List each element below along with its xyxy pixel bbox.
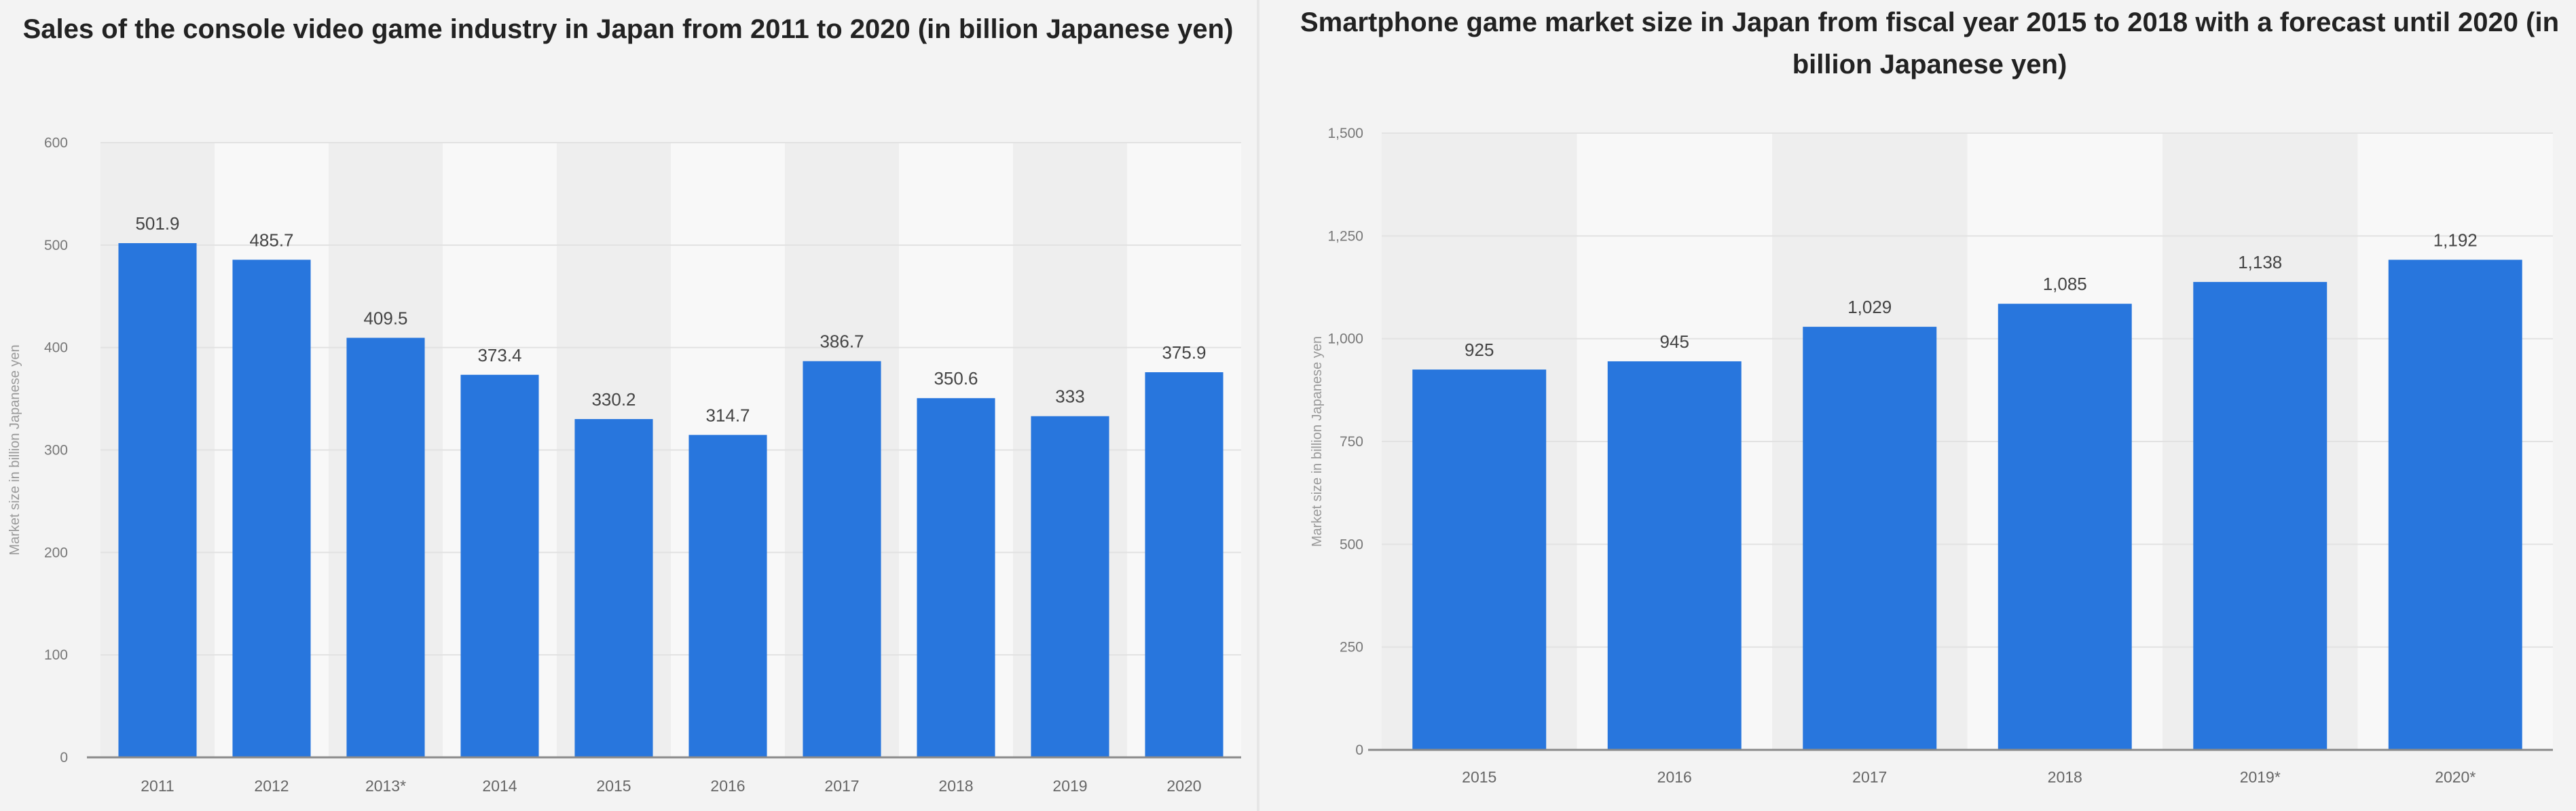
y-tick-label: 300 [44,443,68,458]
chart-panel-console-sales: Sales of the console video game industry… [0,0,1256,811]
x-tick-label: 2015 [1462,768,1496,786]
data-label: 485.7 [249,230,293,250]
y-tick-label: 0 [60,750,68,765]
y-tick-label: 750 [1340,434,1363,450]
bar [688,435,767,757]
bar-chart-console-sales: 0 100 200 300 400 500 600 Market size in billio… [7,135,1241,795]
x-tick-label: 2018 [938,777,973,795]
data-label: 350.6 [934,368,978,389]
bar [1607,361,1742,750]
y-tick-label: 500 [1340,537,1363,552]
data-label: 1,085 [2043,274,2087,294]
y-axis-label: Market size in billion Japanese yen [7,344,22,555]
data-label: 925 [1465,340,1494,360]
x-tick-label: 2011 [141,777,174,795]
bar [574,418,653,757]
bar [232,259,311,758]
data-label: 386.7 [820,331,864,352]
data-label: 373.4 [477,345,521,365]
x-tick-label: 2014 [482,777,517,795]
x-tick-label: 2020 [1166,777,1201,795]
data-label: 1,192 [2433,230,2478,250]
x-tick-label: 2019 [1052,777,1087,795]
x-tick-label: 2012 [254,777,289,795]
bar [917,398,995,757]
data-label: 314.7 [705,405,750,425]
bar [2388,259,2522,751]
y-tick-label: 100 [44,647,68,663]
y-tick-label: 0 [1355,742,1363,758]
data-label: 1,029 [1847,297,1892,317]
bar [1145,372,1223,757]
y-axis-label: Market size in billion Japanese yen [1310,336,1325,547]
y-tick-label: 250 [1340,640,1363,655]
bar [1998,304,2132,750]
y-tick-label: 1,000 [1327,331,1363,347]
data-label: 330.2 [591,389,636,410]
y-tick-label: 1,500 [1327,126,1363,141]
y-tick-label: 200 [44,545,68,560]
y-tick-label: 600 [44,135,68,151]
bar [346,338,425,757]
y-tick-label: 400 [44,340,68,356]
data-label: 501.9 [135,213,179,234]
x-tick-label: 2016 [710,777,745,795]
panel-divider [1257,0,1259,811]
bar [2193,282,2327,750]
data-label: 333 [1055,386,1084,407]
bar [118,242,197,757]
x-tick-label: 2018 [2048,768,2082,786]
chart-title: Smartphone game market size in Japan fro… [1300,7,2560,79]
bar [1412,370,1547,750]
x-tick-label: 2020* [2435,768,2476,786]
data-label: 409.5 [363,308,407,328]
x-tick-label: 2019* [2240,768,2281,786]
bar [1031,416,1109,757]
chart-title: Sales of the console video game industry… [22,14,1234,44]
x-tick-label: 2016 [1657,768,1692,786]
y-tick-label: 500 [44,238,68,253]
bar [460,374,539,757]
data-label: 1,138 [2238,252,2282,272]
x-tick-label: 2015 [596,777,631,795]
data-label: 375.9 [1162,342,1206,363]
data-label: 945 [1660,331,1689,352]
bar-chart-smartphone-market: 0 250 500 750 1,000 1,250 1,500 Market size in … [1310,126,2553,786]
bar [803,361,881,757]
y-tick-label: 1,250 [1327,228,1363,244]
x-tick-label: 2013* [365,777,406,795]
x-tick-label: 2017 [824,777,859,795]
bar [1803,327,1937,750]
x-tick-label: 2017 [1852,768,1887,786]
chart-panel-smartphone-market: Smartphone game market size in Japan fro… [1283,0,2576,811]
